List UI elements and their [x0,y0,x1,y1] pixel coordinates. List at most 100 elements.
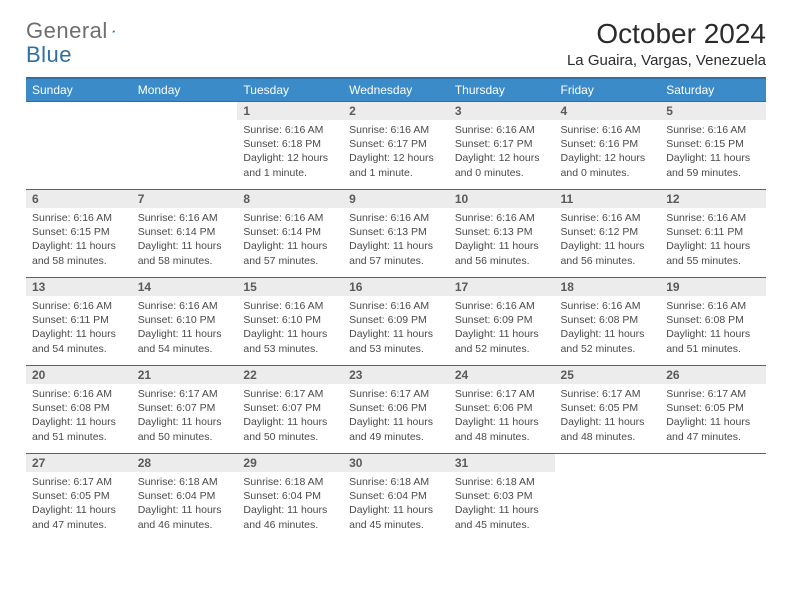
day-number: 20 [26,366,132,384]
sunset-line: Sunset: 6:10 PM [138,313,232,327]
calendar-day-cell [660,454,766,542]
calendar-week-row: 20Sunrise: 6:16 AMSunset: 6:08 PMDayligh… [26,366,766,454]
day-number: 10 [449,190,555,208]
day-number: 5 [660,102,766,120]
calendar-day-cell: 31Sunrise: 6:18 AMSunset: 6:03 PMDayligh… [449,454,555,542]
day-detail: Sunrise: 6:17 AMSunset: 6:05 PMDaylight:… [660,384,766,450]
day-detail: Sunrise: 6:16 AMSunset: 6:09 PMDaylight:… [449,296,555,362]
calendar-table: SundayMondayTuesdayWednesdayThursdayFrid… [26,77,766,542]
sunset-line: Sunset: 6:17 PM [349,137,443,151]
sunrise-line: Sunrise: 6:17 AM [138,387,232,401]
daylight-line: Daylight: 11 hours and 50 minutes. [138,415,232,443]
day-detail: Sunrise: 6:17 AMSunset: 6:06 PMDaylight:… [449,384,555,450]
calendar-day-cell [132,102,238,190]
sunrise-line: Sunrise: 6:16 AM [243,211,337,225]
day-detail: Sunrise: 6:17 AMSunset: 6:07 PMDaylight:… [132,384,238,450]
sunrise-line: Sunrise: 6:17 AM [666,387,760,401]
sunrise-line: Sunrise: 6:16 AM [561,123,655,137]
sunrise-line: Sunrise: 6:16 AM [32,211,126,225]
day-detail: Sunrise: 6:16 AMSunset: 6:08 PMDaylight:… [26,384,132,450]
daylight-line: Daylight: 11 hours and 47 minutes. [666,415,760,443]
calendar-day-cell [26,102,132,190]
calendar-day-cell: 24Sunrise: 6:17 AMSunset: 6:06 PMDayligh… [449,366,555,454]
sunset-line: Sunset: 6:09 PM [455,313,549,327]
weekday-header-row: SundayMondayTuesdayWednesdayThursdayFrid… [26,78,766,102]
day-detail: Sunrise: 6:17 AMSunset: 6:07 PMDaylight:… [237,384,343,450]
day-number-empty [26,102,132,120]
sunset-line: Sunset: 6:04 PM [138,489,232,503]
sunrise-line: Sunrise: 6:18 AM [243,475,337,489]
calendar-day-cell: 27Sunrise: 6:17 AMSunset: 6:05 PMDayligh… [26,454,132,542]
daylight-line: Daylight: 11 hours and 56 minutes. [455,239,549,267]
calendar-day-cell: 11Sunrise: 6:16 AMSunset: 6:12 PMDayligh… [555,190,661,278]
day-detail: Sunrise: 6:16 AMSunset: 6:14 PMDaylight:… [132,208,238,274]
sunrise-line: Sunrise: 6:16 AM [455,211,549,225]
calendar-day-cell: 2Sunrise: 6:16 AMSunset: 6:17 PMDaylight… [343,102,449,190]
day-number: 18 [555,278,661,296]
sunrise-line: Sunrise: 6:17 AM [32,475,126,489]
daylight-line: Daylight: 11 hours and 45 minutes. [349,503,443,531]
day-number: 13 [26,278,132,296]
calendar-day-cell: 7Sunrise: 6:16 AMSunset: 6:14 PMDaylight… [132,190,238,278]
day-detail: Sunrise: 6:18 AMSunset: 6:03 PMDaylight:… [449,472,555,538]
day-number: 17 [449,278,555,296]
month-title: October 2024 [567,18,766,50]
calendar-day-cell: 25Sunrise: 6:17 AMSunset: 6:05 PMDayligh… [555,366,661,454]
daylight-line: Daylight: 11 hours and 52 minutes. [455,327,549,355]
sunset-line: Sunset: 6:15 PM [666,137,760,151]
page-header: General October 2024 La Guaira, Vargas, … [26,18,766,69]
calendar-day-cell: 20Sunrise: 6:16 AMSunset: 6:08 PMDayligh… [26,366,132,454]
day-detail: Sunrise: 6:17 AMSunset: 6:05 PMDaylight:… [555,384,661,450]
day-number: 21 [132,366,238,384]
calendar-day-cell: 5Sunrise: 6:16 AMSunset: 6:15 PMDaylight… [660,102,766,190]
calendar-day-cell: 23Sunrise: 6:17 AMSunset: 6:06 PMDayligh… [343,366,449,454]
daylight-line: Daylight: 11 hours and 54 minutes. [138,327,232,355]
sunrise-line: Sunrise: 6:16 AM [666,123,760,137]
sunrise-line: Sunrise: 6:16 AM [349,299,443,313]
day-detail: Sunrise: 6:16 AMSunset: 6:08 PMDaylight:… [660,296,766,362]
daylight-line: Daylight: 11 hours and 57 minutes. [349,239,443,267]
location-label: La Guaira, Vargas, Venezuela [567,52,766,69]
sunrise-line: Sunrise: 6:16 AM [243,299,337,313]
day-detail: Sunrise: 6:16 AMSunset: 6:10 PMDaylight:… [132,296,238,362]
sunset-line: Sunset: 6:08 PM [561,313,655,327]
weekday-header: Friday [555,78,661,102]
day-number-empty [132,102,238,120]
sunset-line: Sunset: 6:16 PM [561,137,655,151]
day-number: 29 [237,454,343,472]
day-number: 25 [555,366,661,384]
logo-word1: General [26,18,108,44]
daylight-line: Daylight: 11 hours and 46 minutes. [138,503,232,531]
day-number-empty [660,454,766,472]
day-number: 27 [26,454,132,472]
sunset-line: Sunset: 6:12 PM [561,225,655,239]
calendar-day-cell: 22Sunrise: 6:17 AMSunset: 6:07 PMDayligh… [237,366,343,454]
day-detail: Sunrise: 6:16 AMSunset: 6:13 PMDaylight:… [449,208,555,274]
sunset-line: Sunset: 6:07 PM [138,401,232,415]
day-number: 22 [237,366,343,384]
sunset-line: Sunset: 6:04 PM [243,489,337,503]
sunset-line: Sunset: 6:15 PM [32,225,126,239]
sunrise-line: Sunrise: 6:17 AM [243,387,337,401]
day-number: 28 [132,454,238,472]
day-number: 12 [660,190,766,208]
day-detail: Sunrise: 6:16 AMSunset: 6:12 PMDaylight:… [555,208,661,274]
day-detail: Sunrise: 6:16 AMSunset: 6:16 PMDaylight:… [555,120,661,186]
daylight-line: Daylight: 11 hours and 56 minutes. [561,239,655,267]
sunrise-line: Sunrise: 6:16 AM [32,387,126,401]
sunrise-line: Sunrise: 6:18 AM [455,475,549,489]
daylight-line: Daylight: 12 hours and 1 minute. [243,151,337,179]
daylight-line: Daylight: 11 hours and 46 minutes. [243,503,337,531]
sunset-line: Sunset: 6:11 PM [666,225,760,239]
sunrise-line: Sunrise: 6:16 AM [561,211,655,225]
sunrise-line: Sunrise: 6:18 AM [138,475,232,489]
daylight-line: Daylight: 11 hours and 51 minutes. [666,327,760,355]
daylight-line: Daylight: 12 hours and 0 minutes. [561,151,655,179]
day-number: 6 [26,190,132,208]
day-number: 3 [449,102,555,120]
sunset-line: Sunset: 6:05 PM [32,489,126,503]
day-number: 2 [343,102,449,120]
day-number: 8 [237,190,343,208]
daylight-line: Daylight: 11 hours and 55 minutes. [666,239,760,267]
daylight-line: Daylight: 11 hours and 58 minutes. [138,239,232,267]
